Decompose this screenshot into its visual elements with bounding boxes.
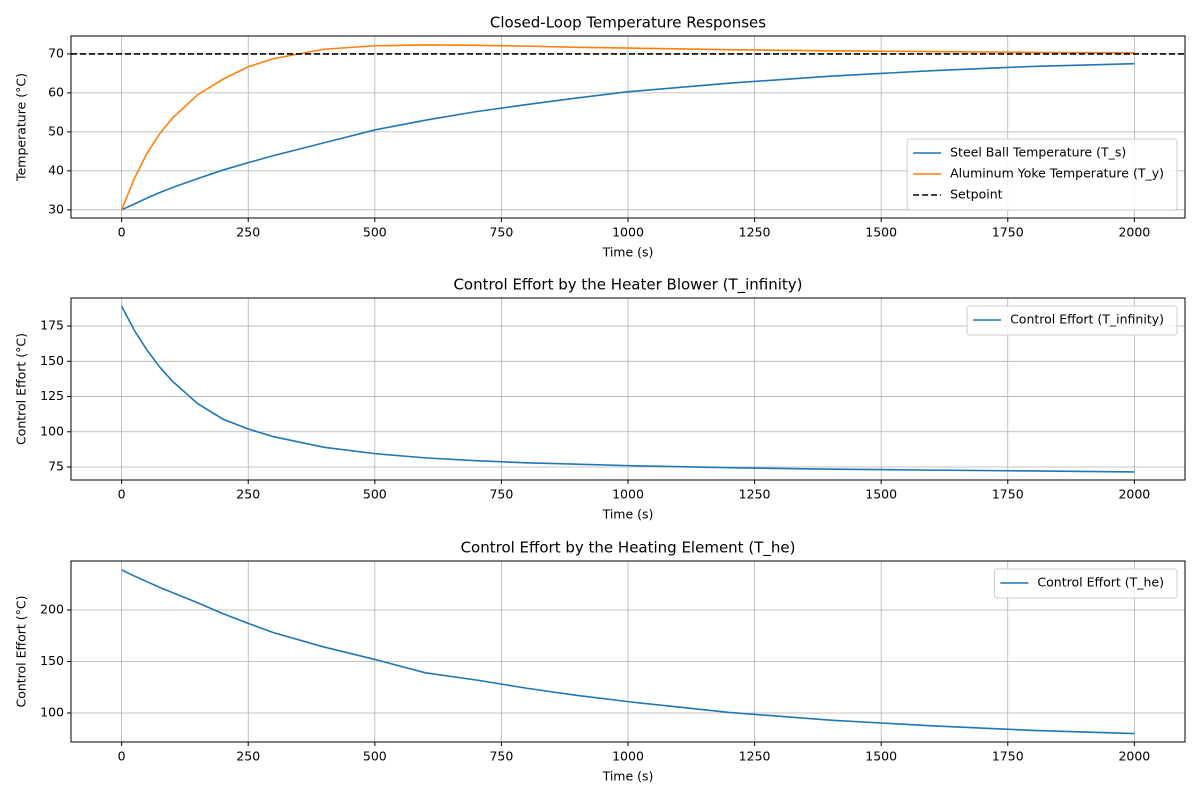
- x-tick-label: 250: [236, 487, 260, 502]
- x-tick-label: 250: [236, 749, 260, 764]
- x-tick-label: 1250: [739, 225, 771, 240]
- legend-frame: [966, 305, 1178, 336]
- y-axis-label: Control Effort (°C): [14, 333, 29, 445]
- chart-title: Closed-Loop Temperature Responses: [490, 14, 766, 32]
- x-tick-label: 1500: [865, 749, 897, 764]
- y-axis-label: Temperature (°C): [14, 73, 29, 182]
- x-tick-label: 1500: [865, 225, 897, 240]
- x-tick-label: 1750: [992, 225, 1024, 240]
- legend-label: Control Effort (T_infinity): [1010, 312, 1164, 327]
- axes-frame: [70, 297, 1186, 481]
- x-tick-label: 500: [363, 225, 387, 240]
- chart-title: Control Effort by the Heater Blower (T_i…: [453, 276, 802, 295]
- x-tick-label: 1000: [612, 749, 644, 764]
- x-tick-label: 500: [363, 749, 387, 764]
- x-tick-label: 2000: [1118, 749, 1150, 764]
- legend-label: Setpoint: [950, 187, 1003, 202]
- data-line: [120, 44, 1135, 211]
- subplot: 0 250 500 750 1000 1250 1500 1750 2000 100 150 200 C…: [14, 539, 1186, 784]
- data-line: [121, 569, 1135, 735]
- legend: Control Effort (T_infinity): [966, 305, 1178, 336]
- x-axis-label: Time (s): [602, 245, 654, 260]
- x-tick-label: 1250: [739, 749, 771, 764]
- y-tick-label: 150: [40, 653, 64, 668]
- y-tick-label: 50: [48, 123, 64, 138]
- legend: Steel Ball Temperature (T_s) Aluminum Yok…: [906, 138, 1178, 211]
- chart-title: Control Effort by the Heating Element (T…: [461, 539, 796, 558]
- legend-frame: [906, 138, 1178, 211]
- x-tick-label: 0: [118, 749, 126, 764]
- x-tick-label: 1750: [992, 487, 1024, 502]
- x-tick-label: 1250: [739, 487, 771, 502]
- y-tick-label: 40: [48, 162, 64, 177]
- legend-label: Control Effort (T_he): [1037, 575, 1164, 590]
- x-tick-label: 1000: [612, 225, 644, 240]
- x-tick-label: 750: [489, 487, 513, 502]
- x-tick-label: 500: [363, 487, 387, 502]
- subplot: 0 250 500 750 1000 1250 1500 1750 2000 30 40 50 60 70…: [14, 14, 1186, 260]
- legend-label: Steel Ball Temperature (T_s): [950, 145, 1126, 160]
- y-tick-label: 30: [48, 201, 64, 216]
- y-tick-label: 175: [40, 318, 64, 333]
- data-line: [120, 305, 1135, 473]
- axes-frame: [70, 560, 1186, 743]
- y-tick-label: 70: [48, 45, 64, 60]
- x-tick-label: 2000: [1118, 487, 1150, 502]
- y-tick-label: 60: [48, 84, 64, 99]
- y-tick-label: 150: [40, 353, 64, 368]
- x-axis-label: Time (s): [602, 769, 654, 784]
- legend: Control Effort (T_he): [993, 568, 1178, 599]
- subplot: 0 250 500 750 1000 1250 1500 1750 2000 75 100 125 15…: [14, 276, 1186, 522]
- x-tick-label: 1750: [992, 749, 1024, 764]
- y-tick-label: 125: [40, 388, 64, 403]
- x-tick-label: 0: [118, 225, 126, 240]
- y-tick-label: 200: [40, 602, 64, 617]
- legend-frame: [993, 568, 1178, 599]
- x-tick-label: 0: [118, 487, 126, 502]
- y-tick-label: 100: [40, 423, 64, 438]
- legend-label: Aluminum Yoke Temperature (T_y): [950, 166, 1164, 181]
- y-tick-label: 100: [40, 704, 64, 719]
- x-tick-label: 1000: [612, 487, 644, 502]
- y-axis-label: Control Effort (°C): [14, 595, 29, 707]
- data-line: [121, 62, 1135, 211]
- x-tick-label: 750: [489, 749, 513, 764]
- x-tick-label: 2000: [1118, 225, 1150, 240]
- axes-frame: [70, 35, 1186, 219]
- x-axis-label: Time (s): [602, 507, 654, 522]
- x-tick-label: 750: [489, 225, 513, 240]
- x-tick-label: 1500: [865, 487, 897, 502]
- y-tick-label: 75: [48, 459, 64, 474]
- x-tick-label: 250: [236, 225, 260, 240]
